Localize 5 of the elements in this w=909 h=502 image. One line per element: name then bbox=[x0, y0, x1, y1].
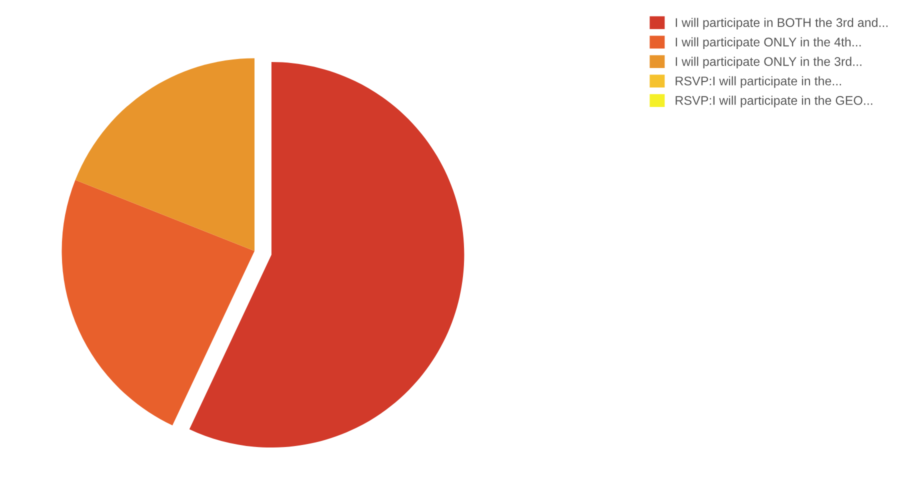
legend-label: RSVP:I will participate in the GEO... bbox=[676, 96, 872, 108]
legend-label: I will participate ONLY in the 3rd... bbox=[676, 56, 862, 68]
legend-label: I will participate in BOTH the 3rd and... bbox=[676, 18, 888, 30]
legend-label: I will participate ONLY in the 4th... bbox=[676, 37, 861, 49]
legend-label: RSVP:I will participate in the... bbox=[676, 76, 841, 88]
